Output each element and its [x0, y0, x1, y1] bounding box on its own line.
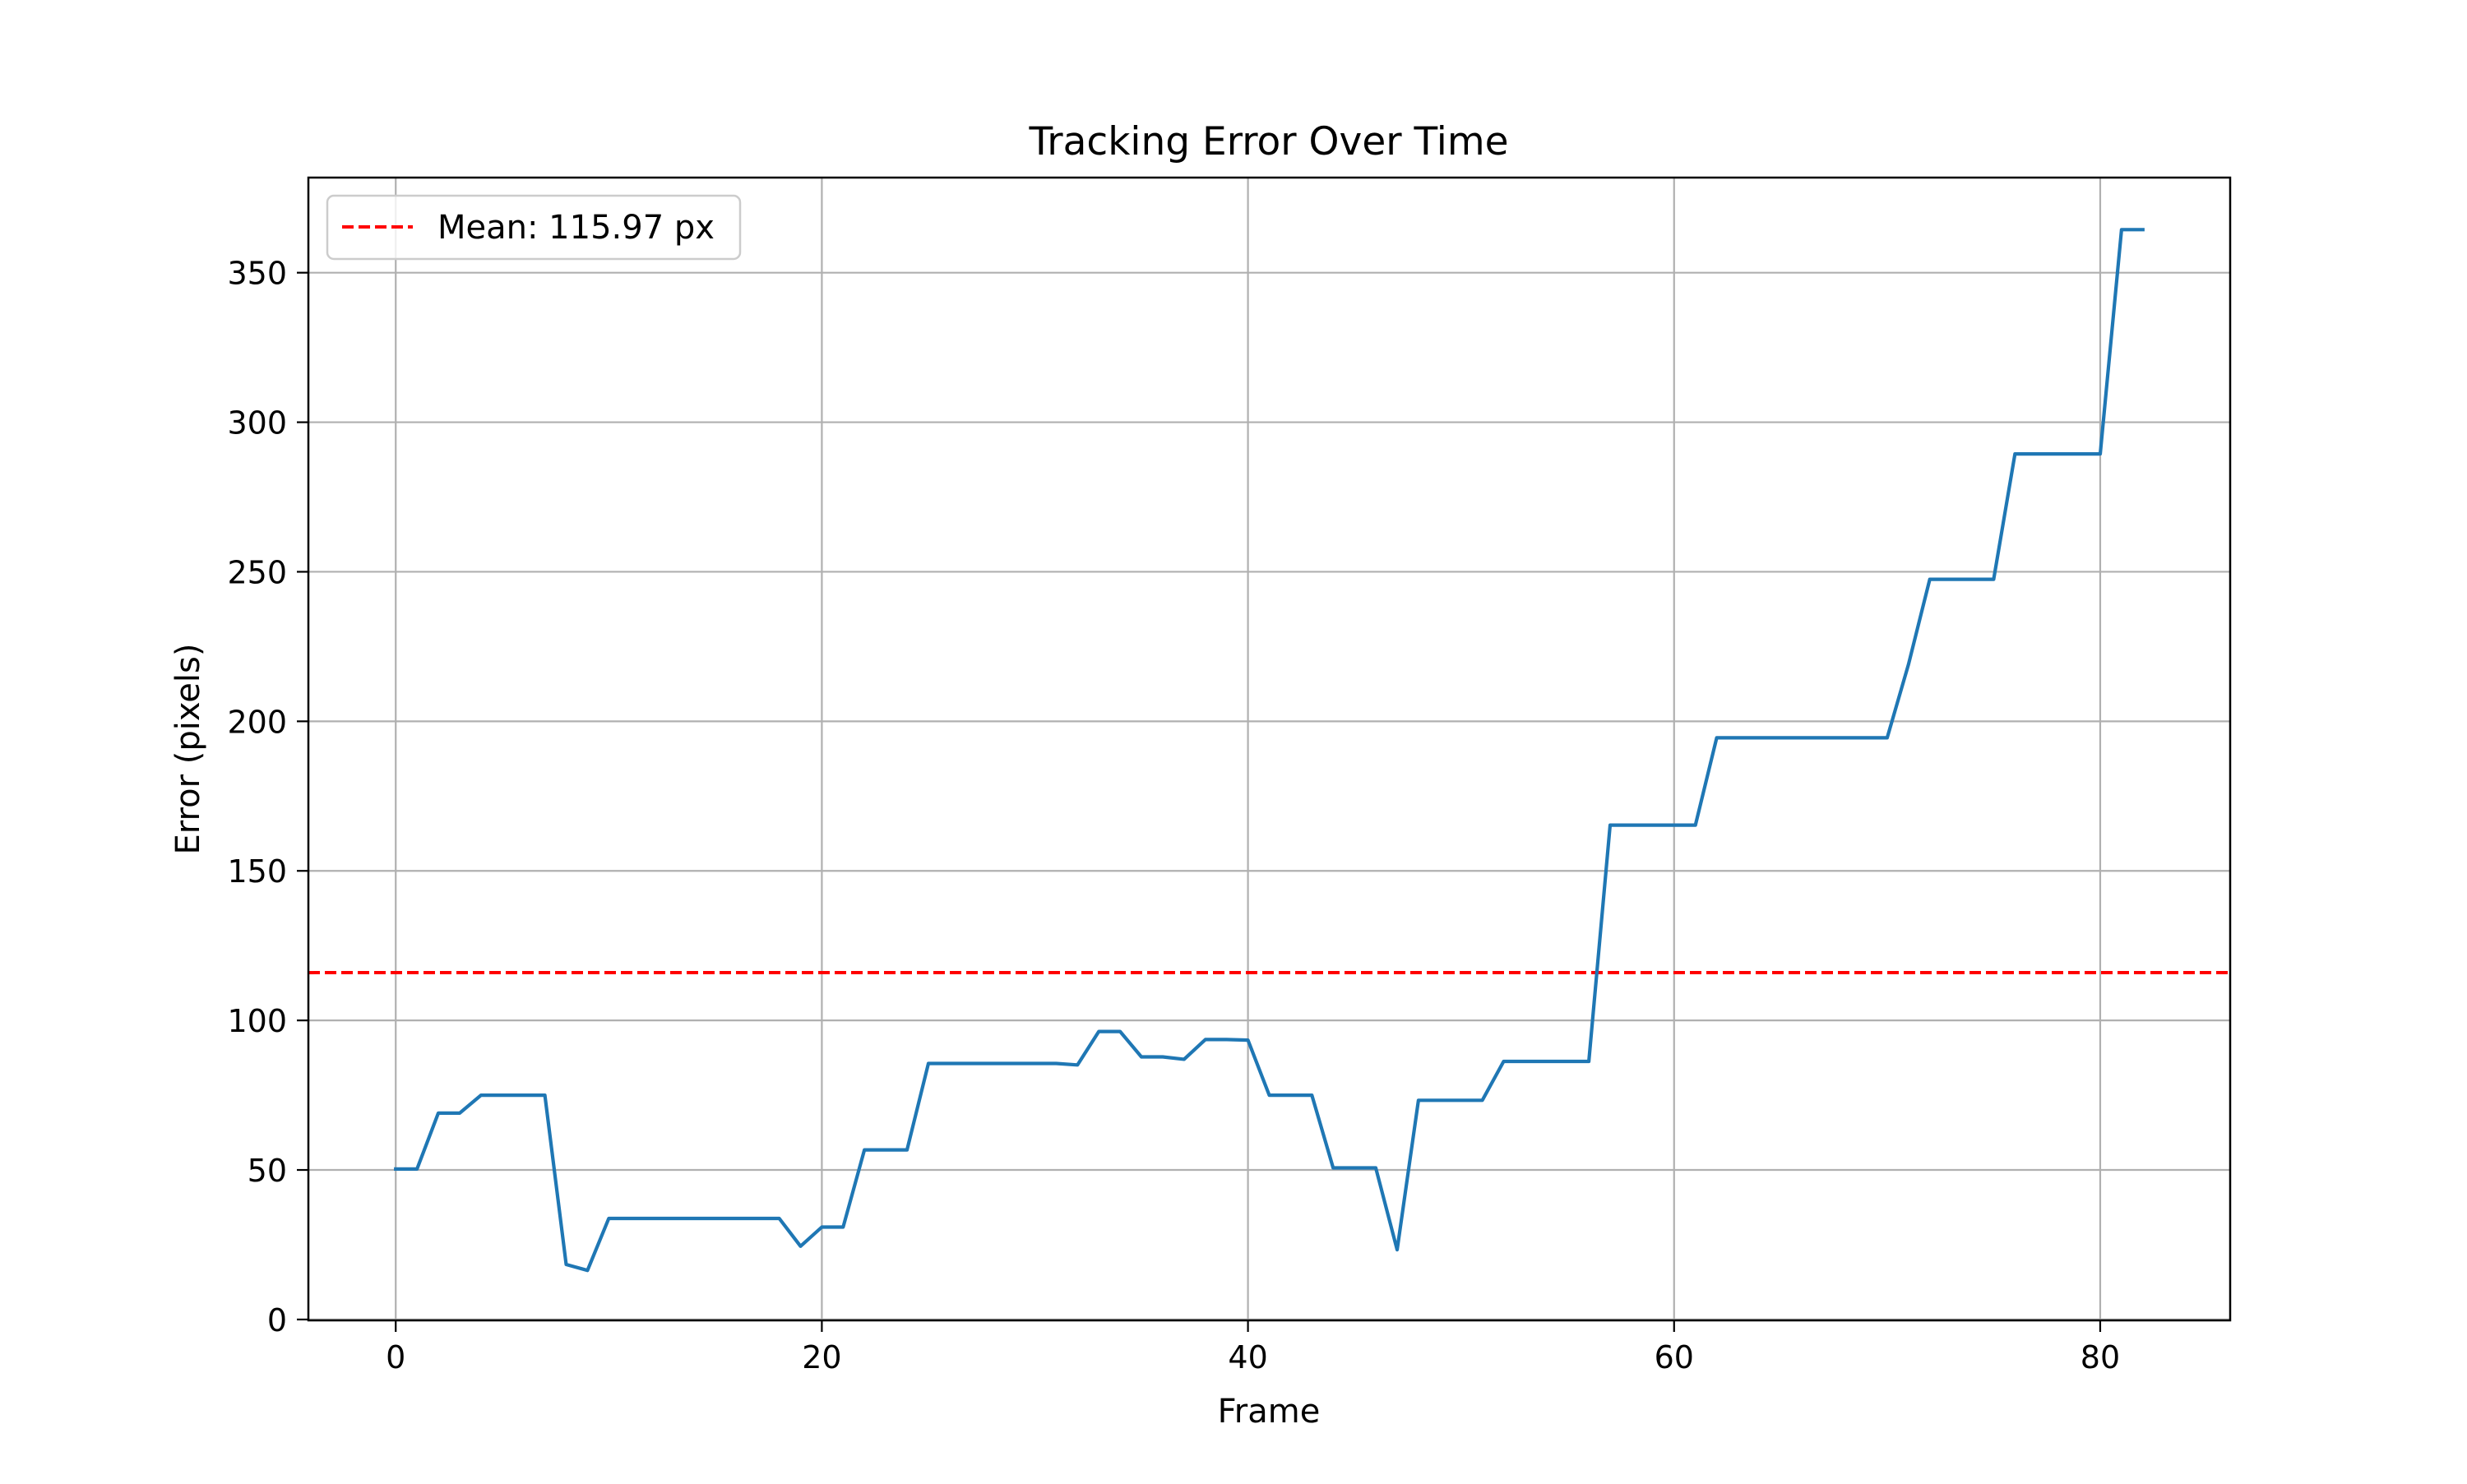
series-lines — [394, 228, 2145, 1273]
y-axis-label: Error (pixels) — [169, 644, 207, 855]
plot-frame — [307, 176, 2232, 1322]
plot-area — [308, 178, 2230, 1320]
x-tick-label: 80 — [2081, 1339, 2120, 1375]
y-tick-label: 100 — [227, 1003, 287, 1039]
x-tick-label: 20 — [802, 1339, 841, 1375]
y-tick-label: 200 — [227, 704, 287, 740]
axis-ticks: 0 20 40 60 80 0 50 100 150 200 250 300 350 — [227, 256, 2120, 1375]
y-tick-label: 0 — [267, 1302, 287, 1338]
error-series-line — [394, 228, 2145, 1273]
y-tick-label: 350 — [227, 256, 287, 292]
chart-title: Tracking Error Over Time — [1028, 119, 1508, 164]
legend: Mean: 115.97 px — [326, 194, 742, 261]
x-tick-label: 60 — [1655, 1339, 1694, 1375]
y-tick-label: 150 — [227, 853, 287, 890]
y-tick-label: 300 — [227, 405, 287, 442]
x-tick-label: 0 — [386, 1339, 405, 1375]
legend-label-mean: Mean: 115.97 px — [437, 209, 715, 247]
grid — [308, 178, 2230, 1321]
y-tick-label: 50 — [248, 1153, 287, 1189]
legend-frame — [326, 194, 742, 261]
x-tick-label: 40 — [1228, 1339, 1267, 1375]
x-axis-label: Frame — [1218, 1393, 1321, 1431]
y-tick-label: 250 — [227, 554, 287, 590]
